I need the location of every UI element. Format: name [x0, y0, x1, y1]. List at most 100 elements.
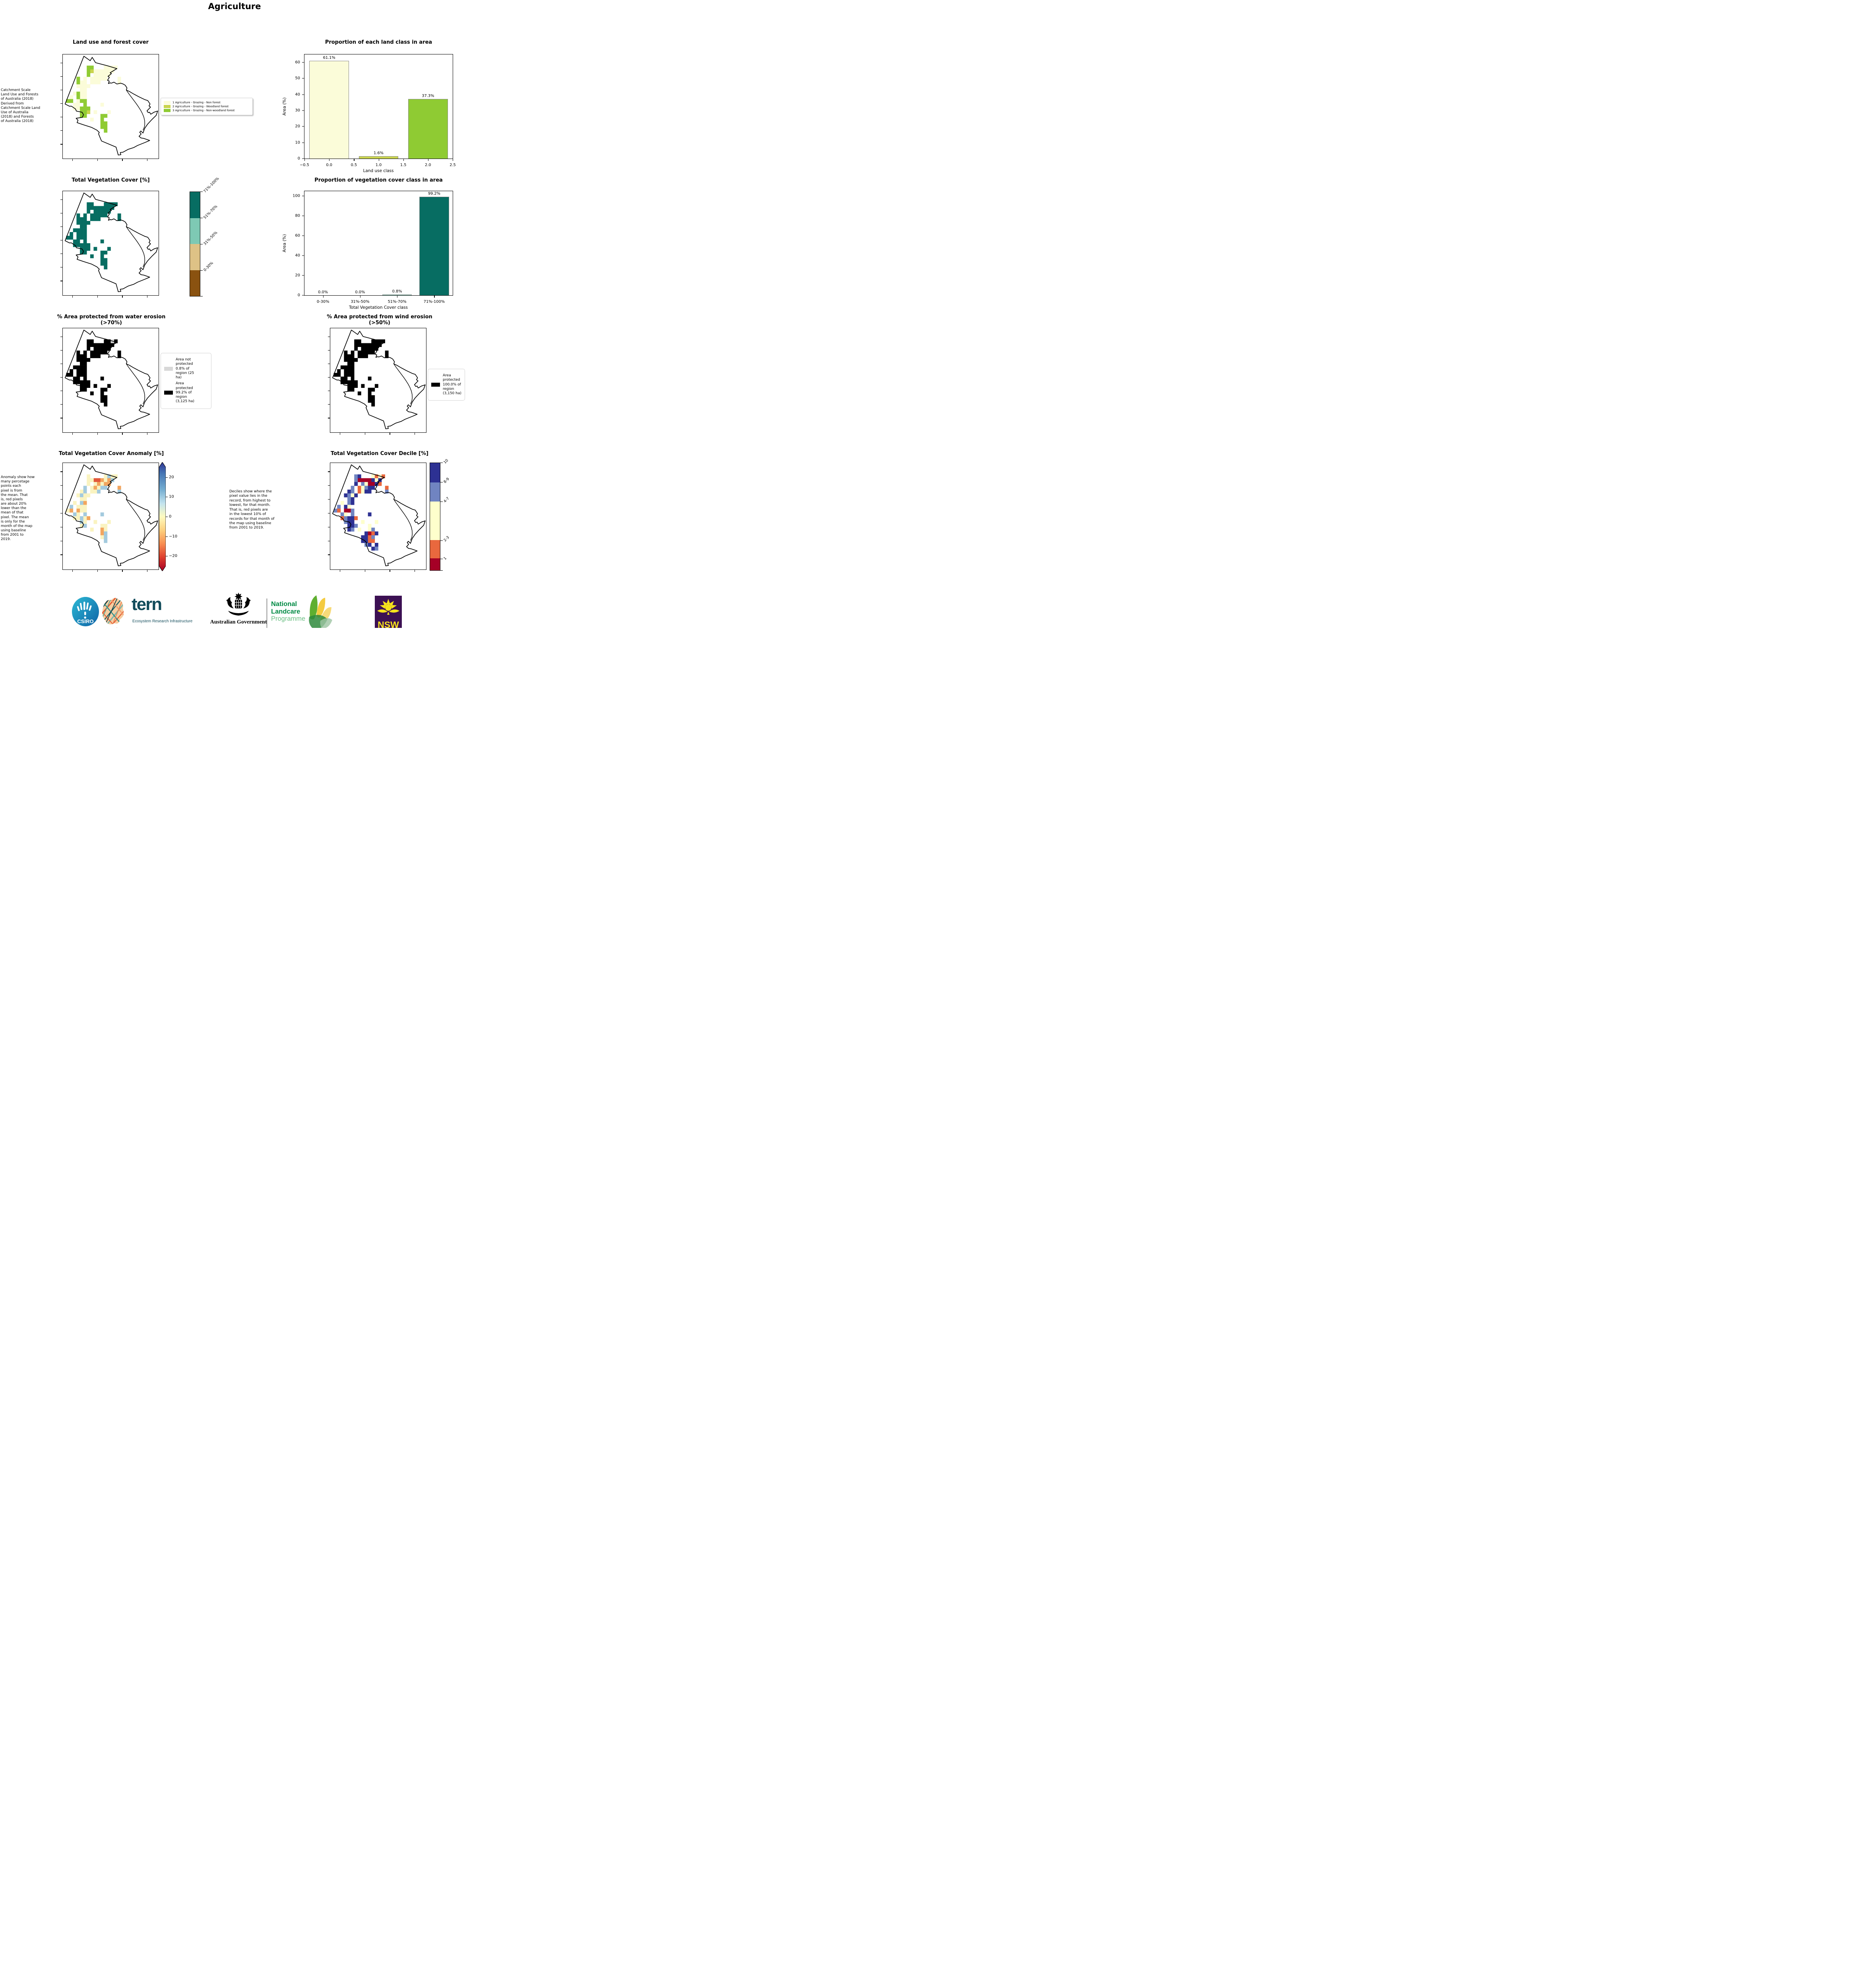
map-cell: [76, 77, 80, 81]
map-cell: [100, 213, 104, 217]
map-cell: [347, 369, 351, 373]
map-cell: [83, 486, 87, 490]
map-cell: [351, 516, 355, 520]
colorbar-segment: [190, 218, 200, 244]
map-cell: [76, 213, 80, 217]
tern-subtitle: Ecosystem Research Infrastructure: [132, 619, 193, 624]
map-cell: [83, 110, 87, 114]
map-cell: [83, 501, 87, 505]
map-cell: [90, 69, 94, 74]
map-cell: [70, 505, 74, 509]
map-cell: [76, 505, 80, 509]
csiro-logo: CSIRO: [71, 596, 100, 627]
colorbar-strip: [190, 192, 200, 296]
legend-item: 3 Agriculture - Grazing - Non-woodland f…: [164, 109, 250, 112]
map-cell: [100, 351, 104, 354]
map-cell: [90, 339, 94, 343]
map-cell: [76, 376, 80, 381]
map-cell: [90, 391, 94, 395]
map-cell: [371, 546, 375, 551]
map-cell: [107, 73, 111, 77]
map-cell: [100, 125, 104, 129]
map-cell: [351, 493, 355, 498]
map-cell: [357, 474, 361, 478]
colorbar-label: 4-7: [443, 496, 450, 504]
map-cell: [93, 110, 97, 114]
map-cell: [83, 376, 87, 381]
map-cell: [93, 343, 97, 347]
map-cell: [347, 380, 351, 384]
map-cell: [354, 474, 358, 478]
y-tick-label: 20: [295, 273, 300, 278]
decile-note: Deciles show where the pixel value lies …: [229, 490, 275, 530]
map-cell: [337, 505, 341, 509]
map-cell: [80, 490, 83, 494]
map-cell: [87, 247, 91, 251]
map-cell: [100, 478, 104, 482]
map-cell: [104, 399, 108, 403]
veg-cover-map-title: Total Vegetation Cover [%]: [72, 177, 150, 183]
map-cell: [87, 69, 91, 74]
y-tick-label: 50: [295, 76, 300, 81]
map-cell: [93, 384, 97, 388]
map-cell: [368, 347, 372, 351]
map-cell: [83, 80, 87, 85]
x-tick-label: 51%-70%: [388, 300, 407, 304]
map-cell: [114, 474, 118, 478]
map-cell: [361, 539, 365, 543]
map-cell: [361, 478, 365, 482]
land-class-chart-ylabel: Area (%): [282, 97, 287, 116]
map-cell: [104, 202, 108, 206]
map-cell: [97, 343, 101, 347]
bar: [419, 197, 449, 295]
map-cell: [83, 505, 87, 509]
map-cell: [97, 209, 101, 214]
map-cell: [90, 213, 94, 217]
map-cell: [83, 354, 87, 358]
legend-label: Area protected 100.0% of region (3,150 h…: [443, 374, 461, 395]
map-cell: [354, 478, 358, 482]
bar: [309, 60, 349, 159]
map-cell: [70, 373, 74, 377]
legend-label: 1 Agriculture - Grazing - Non forest: [172, 101, 221, 104]
map-cell: [344, 369, 348, 373]
map-cell: [351, 362, 355, 366]
map-cell: [354, 347, 358, 351]
map-cell: [93, 209, 97, 214]
colorbar-segment: [430, 540, 440, 559]
x-tick-label: 0.0: [326, 163, 332, 167]
map-cell: [87, 209, 91, 214]
map-cell: [83, 387, 87, 392]
map-cell: [104, 261, 108, 266]
map-cell: [100, 239, 104, 244]
map-cell: [83, 221, 87, 225]
land-use-note: Catchment Scale Land Use and Forests of …: [1, 88, 41, 124]
map-cell: [76, 228, 80, 232]
tern-wordmark: tern: [132, 595, 162, 614]
map-cell: [104, 474, 108, 478]
map-cell: [80, 508, 83, 513]
map-cell: [351, 527, 355, 532]
map-cell: [90, 254, 94, 258]
map-cell: [104, 478, 108, 482]
map-cell: [117, 217, 121, 221]
map-cell: [374, 520, 378, 524]
map-cell: [333, 508, 337, 513]
map-cell: [70, 232, 74, 236]
map-cell: [87, 110, 91, 114]
map-cell: [107, 347, 111, 351]
map-cell: [80, 99, 83, 103]
map-cell: [87, 482, 91, 486]
map-cell: [364, 343, 368, 347]
map-cell: [104, 125, 108, 129]
map-cell: [351, 512, 355, 517]
legend-item: 2 Agriculture - Grazing - Woodland fores…: [164, 105, 250, 108]
map-cell: [364, 531, 368, 536]
x-tick-label: 0-30%: [316, 300, 329, 304]
map-cell: [80, 114, 83, 118]
map-cell: [371, 535, 375, 539]
map-cell: [100, 261, 104, 266]
map-cell: [368, 512, 372, 517]
map-cell: [382, 339, 385, 343]
map-cell: [93, 351, 97, 354]
